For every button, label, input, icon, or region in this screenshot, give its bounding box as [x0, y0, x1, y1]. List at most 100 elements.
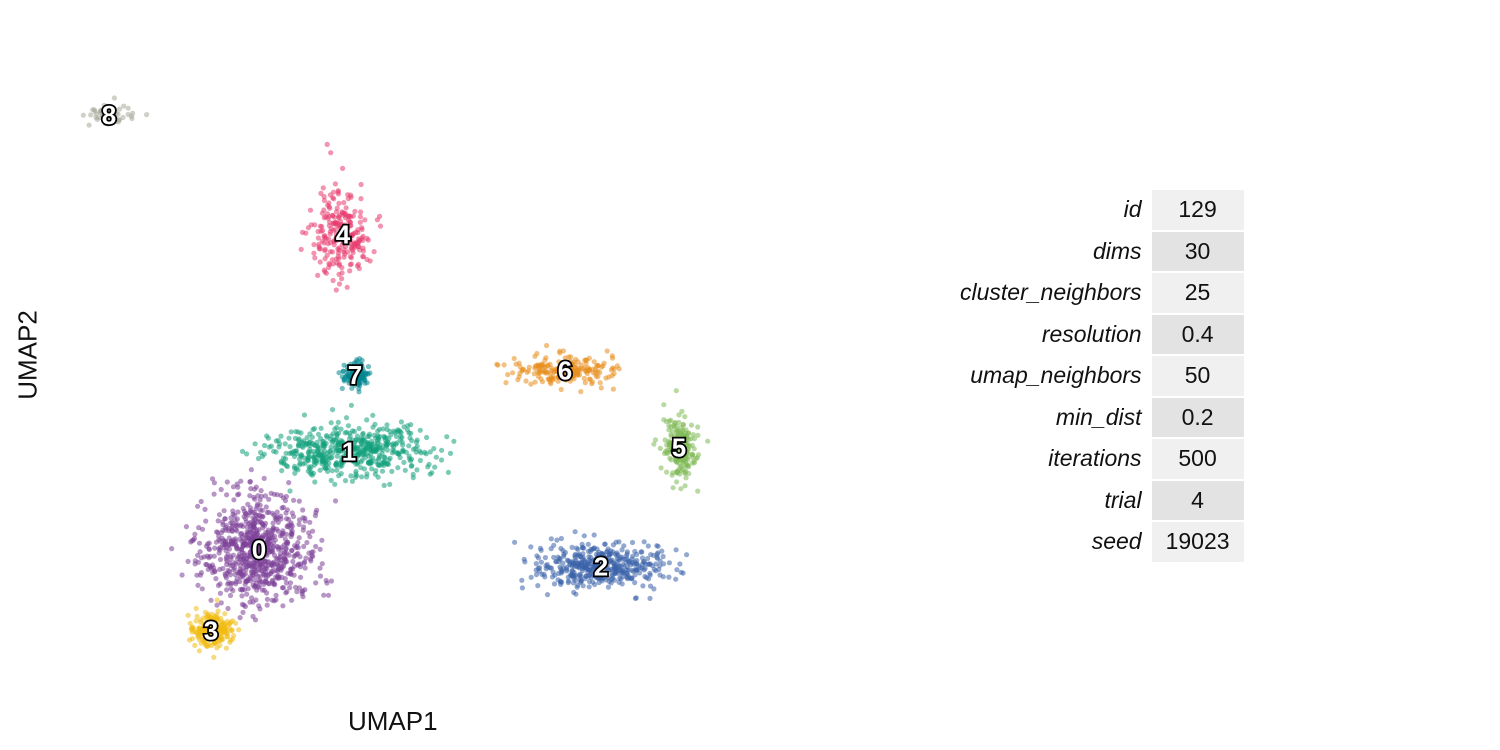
data-point	[661, 402, 667, 408]
data-point	[569, 361, 575, 367]
data-point	[586, 584, 592, 590]
data-point	[144, 112, 150, 118]
data-point	[675, 438, 681, 444]
data-point	[674, 424, 680, 430]
data-point	[245, 512, 251, 518]
data-point	[311, 242, 317, 248]
data-point	[244, 578, 250, 584]
data-point	[218, 636, 224, 642]
data-point	[310, 440, 316, 446]
data-point	[343, 450, 349, 456]
data-point	[192, 531, 198, 537]
data-point	[326, 260, 332, 267]
data-point	[209, 476, 216, 482]
data-point	[351, 360, 357, 366]
data-point	[582, 380, 588, 386]
data-point	[666, 560, 673, 566]
data-point	[283, 493, 289, 500]
param-key: umap_neighbors	[970, 362, 1142, 389]
data-point	[269, 527, 275, 533]
data-point	[281, 550, 287, 556]
data-point	[332, 437, 339, 443]
data-point	[245, 586, 251, 592]
data-point	[211, 553, 217, 559]
data-point	[283, 510, 289, 516]
data-point	[577, 572, 583, 578]
data-point	[292, 470, 298, 476]
data-point	[359, 474, 365, 480]
data-point	[610, 355, 616, 361]
data-point	[326, 460, 332, 466]
data-point	[289, 597, 295, 603]
data-point	[334, 205, 340, 211]
data-point	[356, 238, 362, 245]
data-point	[641, 539, 647, 545]
data-point	[676, 460, 682, 466]
data-point	[355, 376, 361, 382]
data-point	[624, 551, 630, 557]
param-row-seed: seed 19023	[960, 522, 1244, 562]
data-point	[289, 510, 295, 516]
data-point	[551, 581, 558, 587]
data-point	[266, 496, 272, 502]
x-axis-label: UMAP1	[348, 706, 438, 736]
data-point	[202, 506, 208, 512]
data-point	[247, 552, 253, 559]
data-point	[365, 237, 371, 243]
cluster-7-points	[336, 356, 373, 395]
data-point	[548, 536, 554, 542]
data-point	[393, 433, 399, 439]
data-point	[330, 195, 336, 201]
data-point	[288, 571, 294, 578]
data-point	[372, 441, 378, 447]
data-point	[651, 441, 657, 447]
data-point	[509, 370, 516, 376]
data-point	[602, 541, 608, 547]
data-point	[348, 255, 354, 261]
data-point	[213, 637, 219, 643]
data-point	[550, 569, 556, 575]
data-point	[581, 533, 587, 539]
data-point	[222, 571, 228, 577]
data-point	[231, 497, 237, 503]
data-point	[211, 654, 217, 660]
data-point	[284, 463, 291, 470]
data-point	[664, 450, 670, 456]
data-point	[657, 563, 663, 569]
data-point	[657, 558, 663, 564]
data-point	[583, 368, 589, 374]
data-point	[324, 434, 330, 440]
data-point	[252, 617, 259, 623]
data-point	[666, 574, 672, 580]
data-point	[524, 369, 530, 375]
param-key: dims	[1093, 237, 1142, 264]
data-point	[606, 374, 612, 380]
data-point	[695, 424, 701, 430]
data-point	[537, 545, 544, 552]
data-point	[223, 645, 229, 651]
data-point	[317, 573, 324, 579]
data-point	[382, 454, 388, 460]
data-point	[520, 367, 526, 373]
data-point	[691, 458, 697, 464]
data-point	[439, 447, 445, 453]
data-point	[680, 570, 686, 576]
data-point	[539, 379, 546, 385]
data-point	[664, 442, 670, 448]
data-point	[580, 564, 586, 570]
data-point	[240, 566, 246, 572]
data-point	[253, 597, 259, 603]
data-point	[258, 449, 264, 456]
data-point	[258, 488, 264, 494]
data-point	[270, 549, 276, 555]
data-point	[623, 570, 630, 576]
data-point	[619, 554, 625, 560]
data-point	[320, 228, 326, 234]
data-point	[333, 231, 339, 237]
data-point	[320, 185, 326, 191]
data-point	[284, 589, 290, 595]
data-point	[205, 541, 211, 547]
data-point	[251, 486, 258, 492]
data-point	[645, 543, 651, 549]
data-point	[192, 642, 198, 649]
